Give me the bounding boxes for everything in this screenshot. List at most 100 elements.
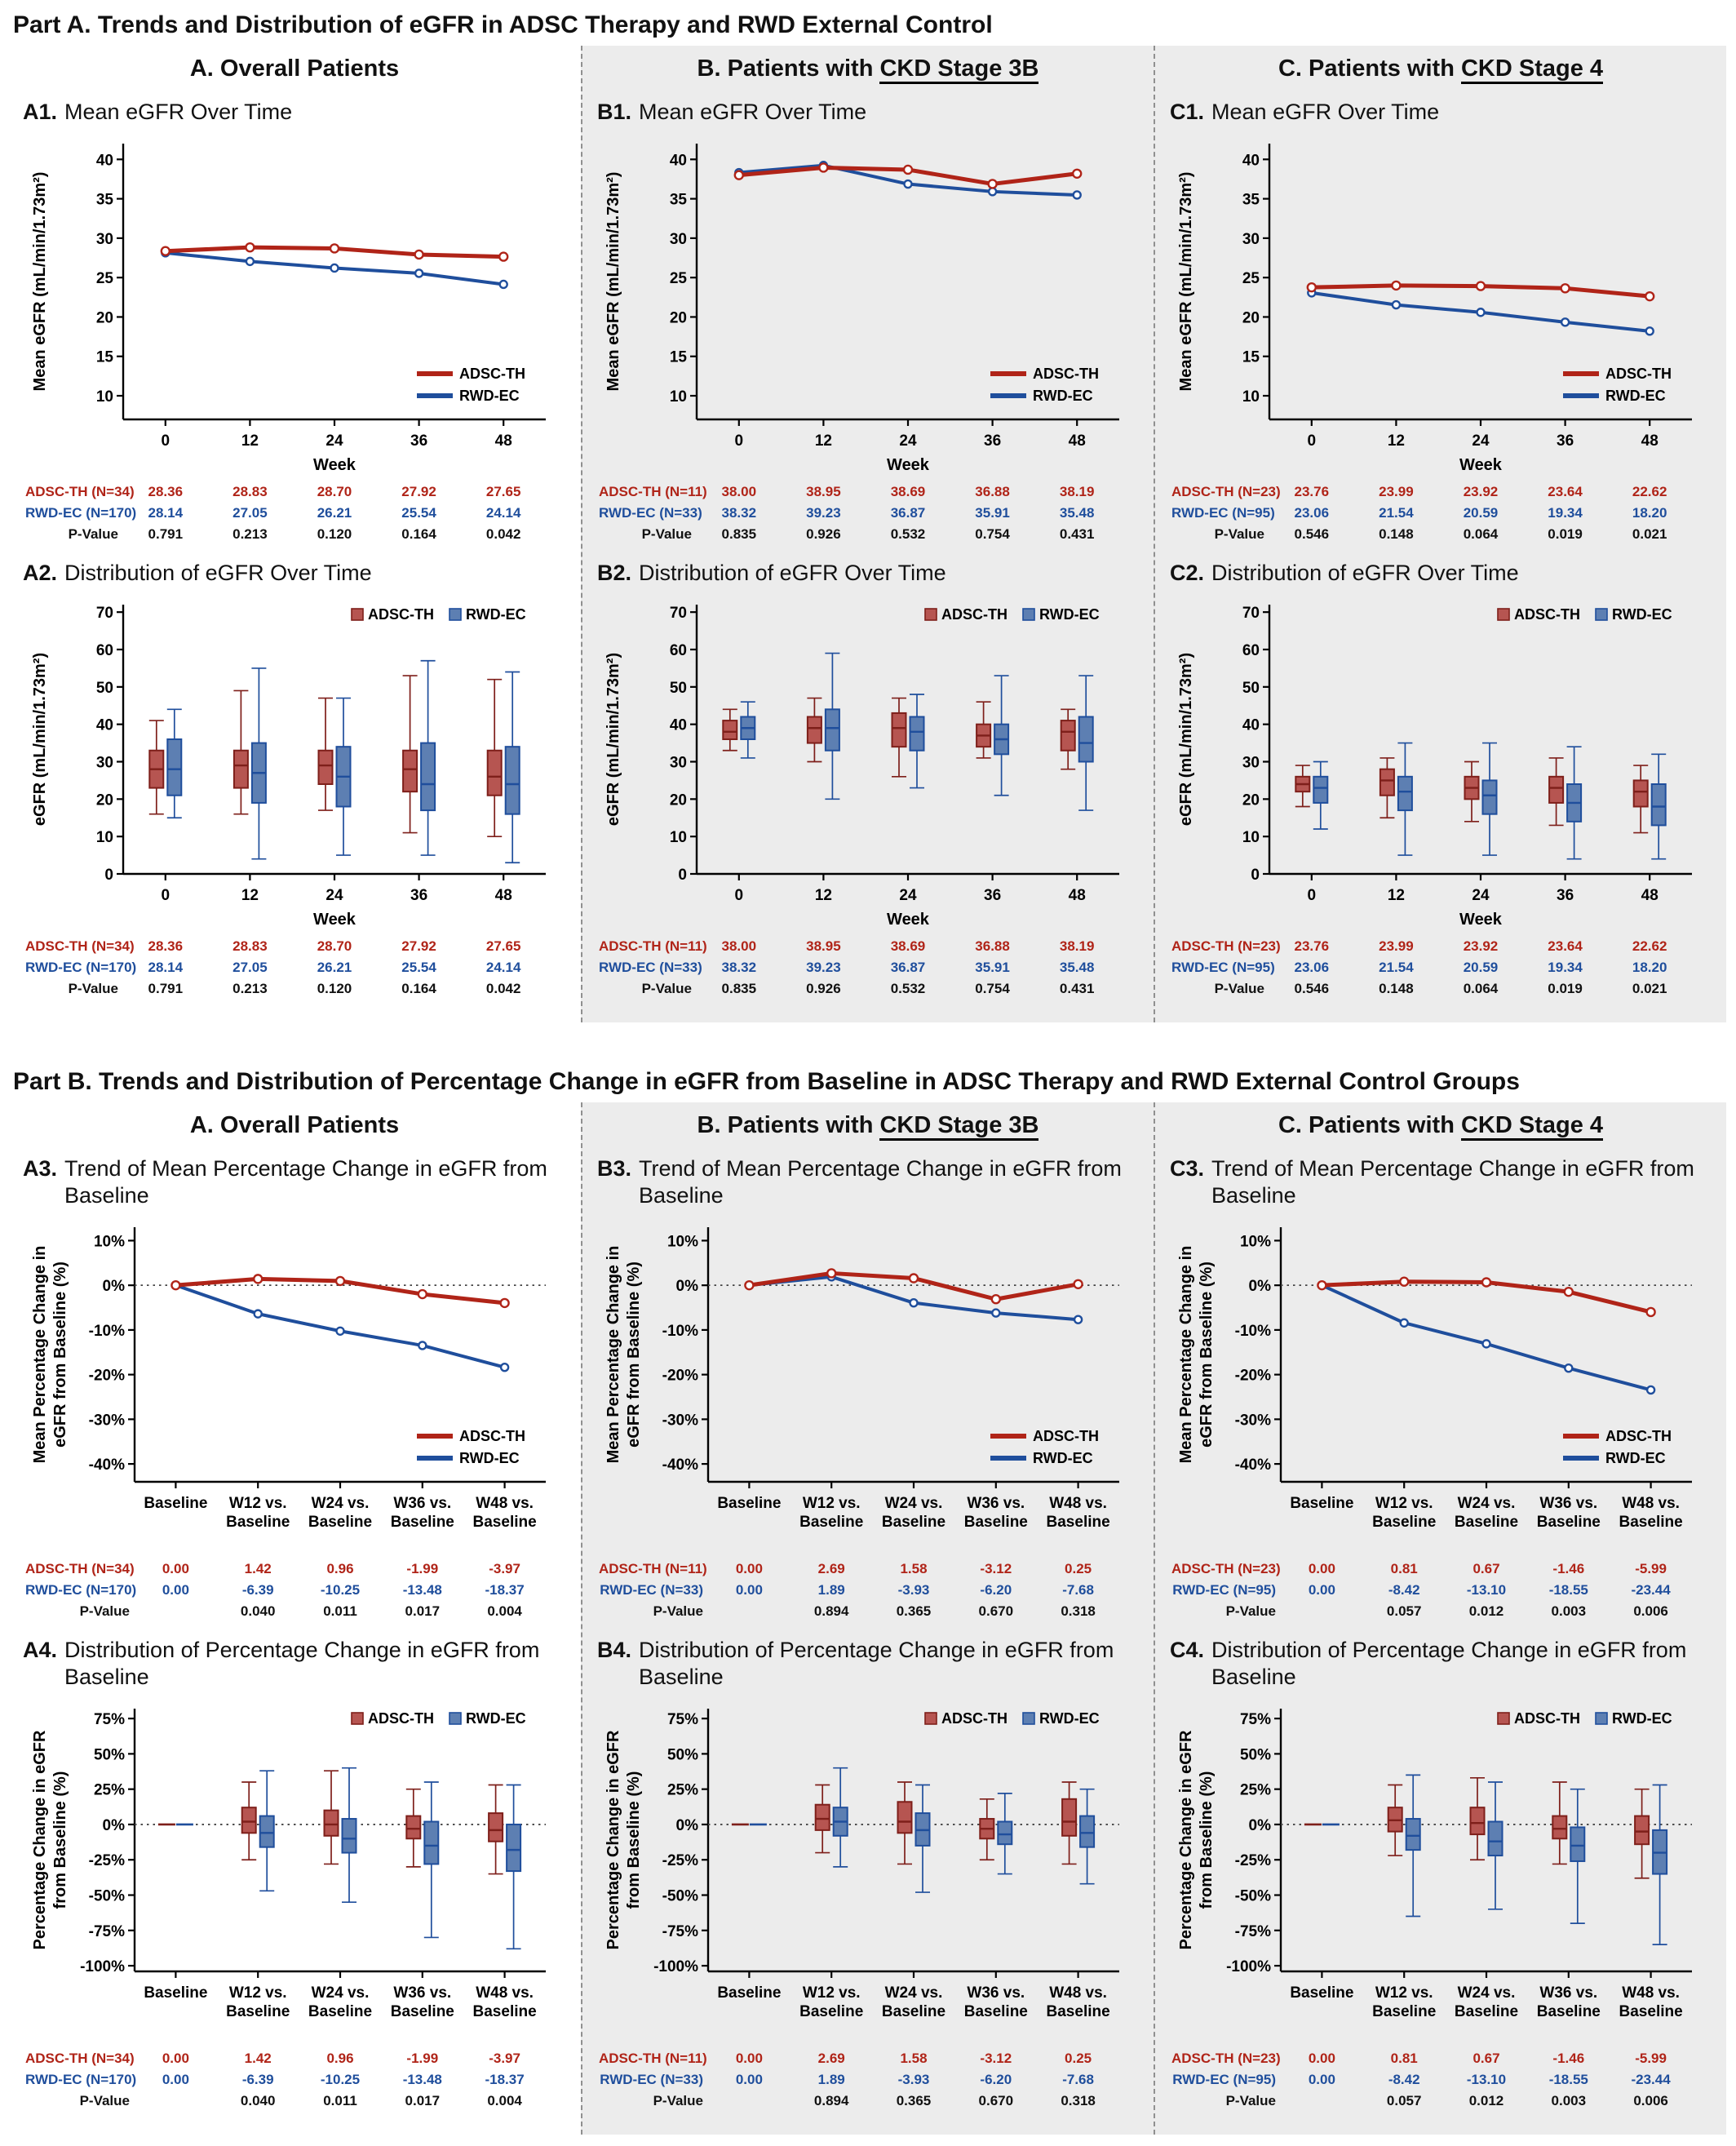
stats-value: 0.67 [1472, 1560, 1500, 1576]
svg-text:0: 0 [104, 867, 113, 884]
stats-value: 0.546 [1294, 525, 1330, 542]
stats-row: RWD-EC (N=170) 0.00 -6.39 -10.25 -13.48 -18.3… [25, 1580, 564, 1601]
svg-text:-20%: -20% [1235, 1367, 1271, 1384]
stats-value: 0.00 [162, 2050, 189, 2066]
stats-value: 24.14 [485, 959, 521, 975]
svg-text:24: 24 [326, 887, 343, 904]
svg-text:-10%: -10% [89, 1323, 125, 1340]
boxplots [157, 1767, 522, 1949]
svg-text:36: 36 [984, 887, 1001, 904]
stats-row: P-Value 0.835 0.926 0.532 0.754 0.431 [599, 978, 1137, 1000]
stats-value: -7.68 [1062, 2071, 1094, 2087]
stats-value: 0.040 [240, 1603, 276, 1619]
svg-text:35: 35 [1242, 192, 1260, 209]
col-header-ckd4: C. Patients with CKD Stage 4 [1158, 46, 1723, 91]
svg-text:W24 vs.: W24 vs. [312, 1984, 370, 2002]
axes: 10 15 20 25 30 35 40 0 12 24 36 48 Week Mean eGFR (mL… [604, 143, 1119, 474]
stats-row-label: RWD-EC (N=95) [1172, 2071, 1276, 2087]
svg-text:Baseline: Baseline [226, 2003, 290, 2020]
panel-title-text: Distribution of eGFR Over Time [639, 560, 946, 585]
svg-text:Baseline: Baseline [964, 1514, 1028, 1531]
column-ckd-stage-4: C. Patients with CKD Stage 4 C3. Trend of… [1154, 1102, 1726, 2135]
svg-text:RWD-EC: RWD-EC [459, 388, 520, 404]
svg-text:Baseline: Baseline [1372, 2003, 1436, 2020]
stats-value: 0.017 [405, 2092, 441, 2108]
legend: ADSC-TH RWD-EC [924, 1710, 1100, 1727]
panel-code: B3. [597, 1155, 632, 1181]
svg-text:40: 40 [96, 717, 113, 734]
series-adsc-th [1317, 1276, 1656, 1317]
stats-row-label: RWD-EC (N=170) [25, 2071, 137, 2087]
svg-text:Baseline: Baseline [1290, 1495, 1353, 1512]
svg-text:50: 50 [96, 680, 113, 697]
svg-text:RWD-EC: RWD-EC [1033, 1450, 1093, 1466]
svg-text:ADSC-TH: ADSC-TH [1514, 606, 1580, 623]
svg-text:0: 0 [735, 432, 744, 450]
stats-row: ADSC-TH (N=11) 38.00 38.95 38.69 36.88 38.19 [599, 936, 1137, 957]
svg-text:ADSC-TH: ADSC-TH [941, 1710, 1008, 1727]
svg-text:0: 0 [162, 887, 170, 904]
stats-value: 25.54 [401, 959, 436, 975]
svg-text:W12 vs.: W12 vs. [229, 1984, 287, 2002]
panel-code: A4. [23, 1637, 58, 1662]
svg-text:60: 60 [670, 642, 687, 659]
stats-value: 19.34 [1548, 959, 1583, 975]
series-adsc-th [1306, 280, 1655, 302]
stats-value: 18.20 [1632, 959, 1667, 975]
stats-value: 0.012 [1468, 2092, 1504, 2108]
stats-value: 38.95 [806, 938, 841, 954]
stats-row-label: RWD-EC (N=33) [600, 1581, 703, 1598]
stats-value: 0.81 [1390, 1560, 1418, 1576]
stats-value: 0.011 [323, 1603, 357, 1619]
stats-row: ADSC-TH (N=23) 23.76 23.99 23.92 23.64 22.62 [1171, 936, 1710, 957]
svg-text:25: 25 [96, 270, 114, 287]
svg-text:20: 20 [96, 791, 113, 809]
stats-value: 23.76 [1294, 483, 1330, 499]
svg-text:Mean eGFR (mL/min/1.73m²): Mean eGFR (mL/min/1.73m²) [1177, 171, 1195, 391]
svg-text:50%: 50% [667, 1746, 698, 1763]
stats-value: 0.25 [1065, 1560, 1092, 1576]
series-rwd-ec [1307, 288, 1654, 336]
chart-C2: 0 10 20 30 40 50 60 70 0 12 24 36 48 Week eGFR (mL/min… [1177, 604, 1692, 929]
stats-value: -18.55 [1548, 2071, 1588, 2087]
stats-value: 21.54 [1379, 959, 1414, 975]
stats-value: 0.00 [162, 1581, 189, 1598]
svg-text:-40%: -40% [662, 1457, 698, 1474]
axes: 0 10 20 30 40 50 60 70 0 12 24 36 48 Week eGFR (mL/min… [31, 604, 546, 929]
col-header-text: Patients with [1309, 1111, 1461, 1138]
stats-value: 0.00 [735, 1560, 763, 1576]
svg-text:50%: 50% [1240, 1746, 1271, 1763]
stats-value: -6.20 [980, 1581, 1012, 1598]
stats-value: 0.003 [1551, 2092, 1587, 2108]
svg-text:-40%: -40% [1235, 1457, 1271, 1474]
column-ckd-stage-3b: B. Patients with CKD Stage 3B B3. Trend o… [581, 1102, 1154, 2135]
stats-value: 39.23 [806, 959, 841, 975]
svg-text:40: 40 [670, 152, 687, 169]
stats-row-label: P-Value [79, 2092, 130, 2108]
svg-text:Baseline: Baseline [1619, 2003, 1683, 2020]
svg-text:60: 60 [1242, 642, 1260, 659]
svg-text:Baseline: Baseline [799, 1514, 863, 1531]
stats-value: 27.05 [232, 504, 268, 521]
svg-text:10: 10 [96, 388, 113, 406]
svg-text:0%: 0% [676, 1278, 699, 1295]
stats-value: 0.00 [1308, 2050, 1335, 2066]
stats-value: 0.148 [1379, 525, 1414, 542]
panel-title-text: Distribution of Percentage Change in eGF… [64, 1637, 540, 1689]
stats-value: 0.00 [735, 1581, 763, 1598]
panel-B1: B1. Mean eGFR Over Time 10 15 20 25 30 35 40 0 12 2… [586, 99, 1150, 545]
stats-value: 0.011 [323, 2092, 357, 2108]
stats-value: -23.44 [1631, 2071, 1671, 2087]
stats-row-label: ADSC-TH (N=23) [1171, 938, 1281, 954]
legend: ADSC-TH RWD-EC [351, 1710, 526, 1727]
panel-title-B2: B2. Distribution of eGFR Over Time [597, 560, 1145, 587]
stats-value: 1.42 [244, 2050, 272, 2066]
stats-value: 0.019 [1548, 980, 1583, 996]
svg-text:W12 vs.: W12 vs. [1375, 1495, 1433, 1512]
stats-value: 25.54 [401, 504, 436, 521]
stats-row-label: P-Value [653, 1603, 703, 1619]
stats-value: 26.21 [317, 504, 352, 521]
svg-text:Baseline: Baseline [226, 1514, 290, 1531]
svg-text:36: 36 [410, 432, 427, 450]
svg-text:-100%: -100% [1226, 1958, 1271, 1975]
